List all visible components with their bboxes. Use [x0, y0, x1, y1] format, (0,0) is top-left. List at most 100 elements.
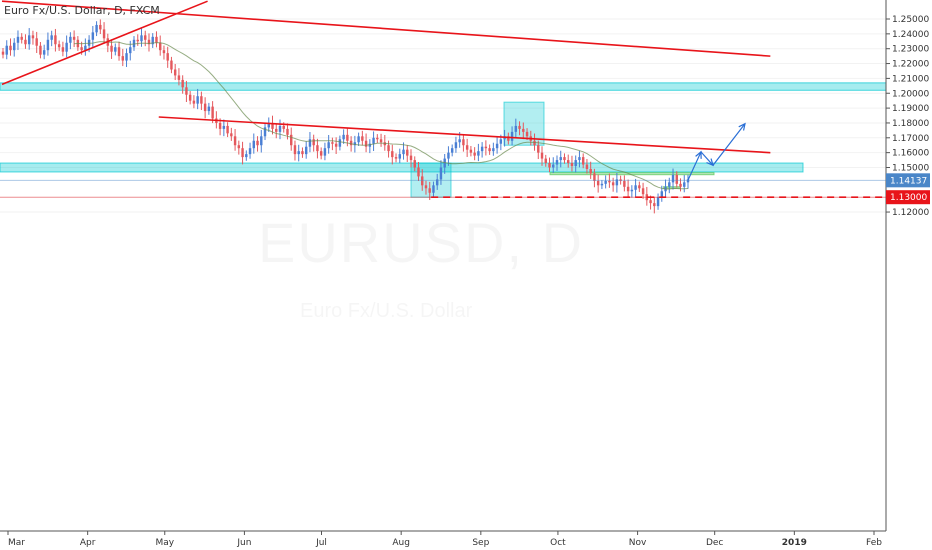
candle-body: [495, 143, 499, 149]
candle-body: [13, 42, 16, 51]
candle-body: [525, 131, 529, 137]
ytick-label: 1.25000: [892, 15, 929, 25]
candle-body: [162, 50, 166, 54]
candle-body: [166, 53, 169, 61]
candle-body: [492, 148, 495, 152]
candle-body: [552, 164, 555, 168]
candle-body: [69, 36, 72, 43]
candle-body: [177, 75, 181, 80]
candle-body: [233, 136, 237, 146]
candle-body: [567, 160, 570, 164]
candle-body: [290, 134, 293, 146]
zone-0: [0, 82, 887, 91]
ytick-label: 1.16000: [892, 149, 929, 159]
candle-body: [252, 140, 256, 149]
xtick-label: Sep: [472, 538, 489, 548]
candle-body: [447, 152, 450, 159]
xtick-label: Dec: [706, 538, 723, 548]
price-badge-0: [886, 173, 930, 188]
candle-body: [469, 149, 473, 153]
candle-body: [196, 96, 199, 104]
candle-body: [342, 134, 345, 140]
projection-path: [687, 123, 746, 181]
candle-body: [450, 148, 454, 153]
candle-body: [57, 44, 61, 48]
candle-body: [394, 157, 398, 159]
candle-body: [188, 94, 192, 101]
candle-body: [95, 24, 98, 33]
candle-body: [589, 168, 592, 174]
candle-body: [645, 194, 649, 201]
candle-body: [39, 45, 42, 55]
candle-body: [346, 134, 349, 141]
price-badge-1: [886, 190, 930, 205]
projection-arrow-down: [706, 158, 714, 167]
candle-body: [203, 103, 207, 112]
candle-body: [361, 136, 364, 141]
candle-body: [641, 188, 645, 195]
candle-body: [147, 39, 151, 45]
candle-body: [349, 140, 353, 146]
xtick-label: May: [155, 538, 174, 548]
candle-body: [155, 36, 158, 43]
ytick-label: 1.23000: [892, 45, 929, 55]
candle-body: [353, 142, 357, 146]
candle-body: [304, 146, 308, 155]
candle-body: [211, 106, 214, 119]
candle-body: [31, 35, 35, 39]
candle-body: [222, 125, 226, 129]
watermark-description: Euro Fx/U.S. Dollar: [300, 300, 472, 323]
candle-body: [245, 154, 248, 158]
xtick-label: Jun: [236, 538, 251, 548]
trendline-0: [1, 0, 771, 57]
candle-body: [61, 47, 65, 52]
candle-body: [5, 45, 8, 55]
candle-body: [376, 137, 379, 140]
ytick-label: 1.18000: [892, 119, 929, 129]
candle-body: [170, 60, 173, 70]
candle-body: [432, 185, 435, 193]
candle-body: [585, 164, 589, 169]
candle-body: [226, 125, 229, 134]
candle-body: [1, 51, 5, 55]
projection-arrow-up-1: [695, 150, 702, 159]
candle-body: [510, 131, 514, 141]
candle-body: [668, 182, 671, 187]
candle-body: [151, 36, 154, 45]
candle-body: [364, 140, 368, 147]
candle-body: [435, 179, 439, 186]
candle-body: [80, 47, 83, 51]
candle-body: [327, 142, 330, 149]
candle-body: [671, 174, 675, 183]
candle-body: [465, 145, 469, 150]
candle-body: [608, 180, 611, 183]
xtick-label: Jul: [315, 538, 327, 548]
xtick-label: Nov: [629, 538, 647, 548]
ytick-label: 1.15000: [892, 164, 929, 174]
candle-body: [144, 35, 147, 40]
candle-body: [462, 139, 465, 146]
candle-body: [537, 145, 540, 153]
candle-body: [473, 152, 476, 156]
candle-body: [544, 158, 547, 164]
candle-body: [278, 125, 282, 132]
ytick-label: 1.12000: [892, 208, 929, 218]
candle-body: [42, 50, 46, 55]
candle-body: [316, 145, 319, 152]
candle-body: [323, 148, 327, 156]
candle-body: [387, 145, 390, 152]
candle-body: [484, 146, 488, 149]
candle-body: [555, 160, 559, 165]
candle-body: [248, 148, 252, 155]
ytick-label: 1.21000: [892, 74, 929, 84]
candle-body: [173, 69, 177, 76]
candle-body: [477, 151, 480, 156]
candle-body: [293, 145, 297, 155]
candle-body: [458, 139, 461, 143]
candle-body: [686, 179, 690, 183]
trendline-1: [1, 0, 208, 86]
candle-body: [121, 56, 124, 61]
candle-body: [241, 148, 244, 158]
